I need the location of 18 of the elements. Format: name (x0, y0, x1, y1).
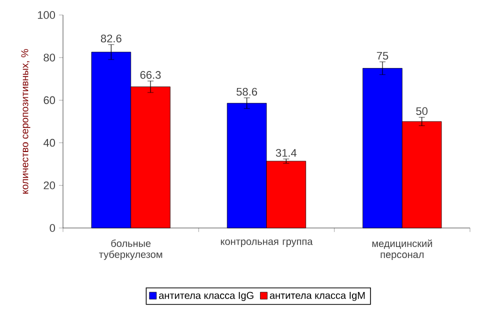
y-tick-label: 60 (44, 96, 56, 104)
data-label: 58.6 (236, 88, 258, 96)
y-tick-label: 80 (44, 54, 56, 62)
data-label: 31.4 (276, 149, 297, 157)
x-tick-label: медицинский персонал (372, 240, 432, 260)
data-label: 50 (416, 107, 428, 116)
y-tick-label: 0 (50, 224, 56, 232)
y-tick-label: 40 (43, 138, 56, 147)
data-label: 75 (376, 52, 388, 60)
data-label: 82.6 (100, 34, 122, 42)
x-tick-label: контрольная группа (220, 240, 313, 247)
legend-label: антитела класса IgM (270, 292, 365, 301)
data-label: 66.3 (140, 71, 161, 79)
y-axis-title: количество серопозитивных, % (21, 49, 30, 194)
legend-label: антитела класса IgG (159, 292, 254, 301)
y-tick-label: 20 (44, 182, 56, 190)
x-tick-label: больные туберкулезом (99, 240, 162, 260)
y-tick-label: 100 (38, 11, 56, 19)
